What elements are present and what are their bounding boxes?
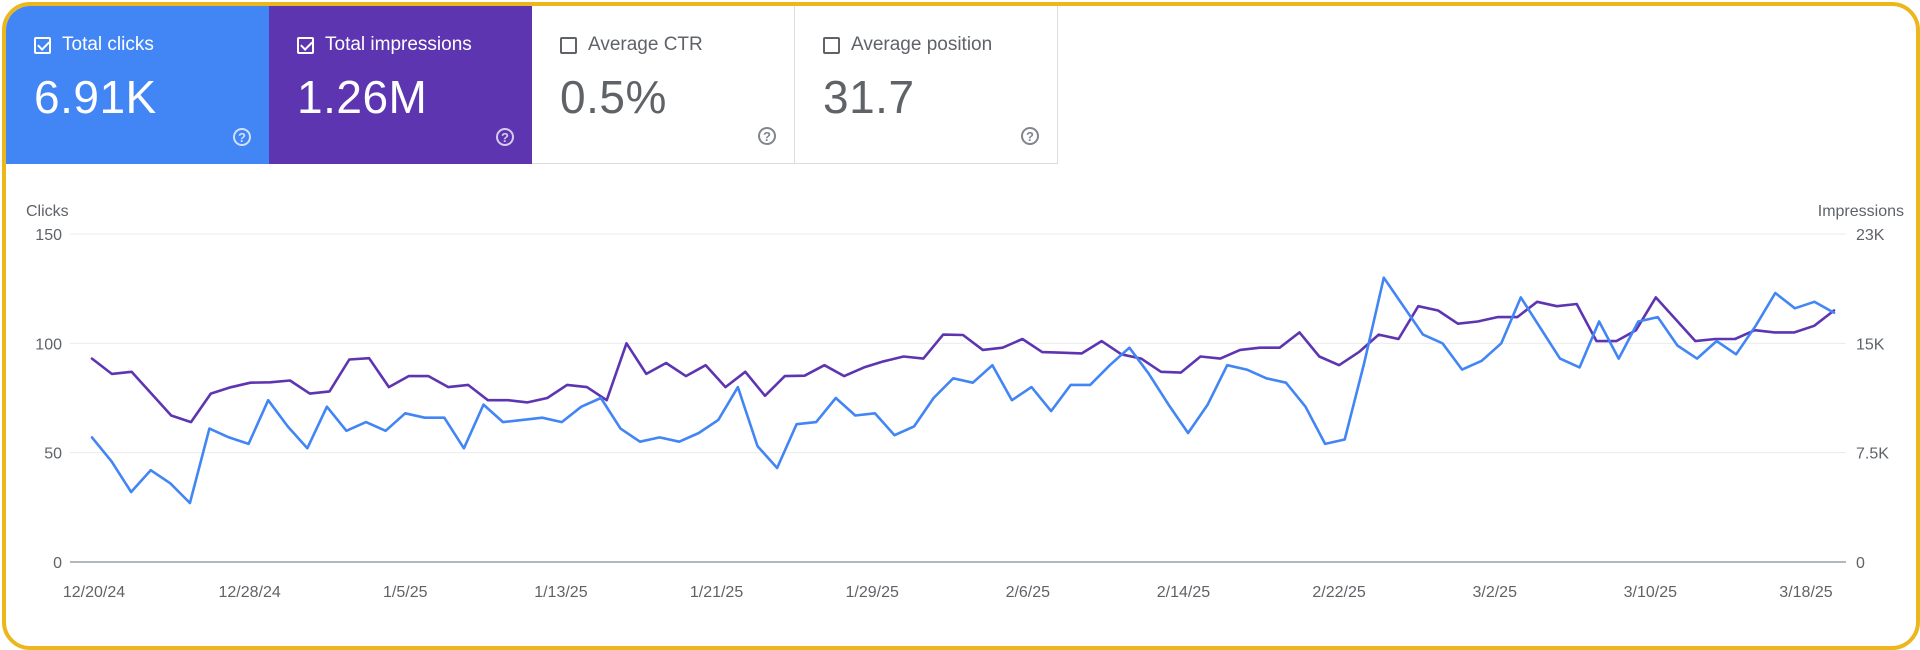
x-axis-tick-label: 3/18/25 xyxy=(1779,584,1832,601)
help-icon[interactable]: ? xyxy=(496,128,514,146)
x-axis-tick-label: 3/10/25 xyxy=(1624,584,1677,601)
help-icon[interactable]: ? xyxy=(1021,127,1039,145)
checkbox-checked-icon[interactable] xyxy=(297,36,314,54)
impressions-series-line xyxy=(90,296,1836,424)
average-ctr-card[interactable]: Average CTR 0.5% ? xyxy=(532,6,795,164)
right-axis-title: Impressions xyxy=(1818,203,1904,220)
card-value: 6.91K xyxy=(34,71,157,123)
x-axis-tick-label: 3/2/25 xyxy=(1472,584,1517,601)
right-axis-tick-label: 15K xyxy=(1856,336,1885,353)
x-axis-tick-label: 1/5/25 xyxy=(383,584,428,601)
right-axis-tick-label: 7.5K xyxy=(1856,446,1889,463)
checkbox-unchecked-icon[interactable] xyxy=(560,36,577,54)
left-axis-tick-label: 50 xyxy=(44,446,62,463)
card-value: 1.26M xyxy=(297,71,428,123)
clicks-series-line xyxy=(90,276,1836,505)
x-axis-tick-label: 12/20/24 xyxy=(63,584,125,601)
card-label: Average position xyxy=(851,34,993,55)
x-axis-tick-label: 1/21/25 xyxy=(690,584,743,601)
x-axis-tick-label: 1/13/25 xyxy=(534,584,587,601)
left-axis-tick-label: 150 xyxy=(35,227,62,244)
left-axis-title: Clicks xyxy=(26,203,69,220)
card-label: Total clicks xyxy=(62,34,154,55)
right-axis-tick-label: 23K xyxy=(1856,227,1885,244)
card-value: 31.7 xyxy=(823,71,915,123)
help-icon[interactable]: ? xyxy=(233,128,251,146)
left-axis-tick-label: 100 xyxy=(35,336,62,353)
card-value: 0.5% xyxy=(560,71,667,123)
x-axis-tick-label: 1/29/25 xyxy=(845,584,898,601)
card-label: Total impressions xyxy=(325,34,472,55)
help-icon[interactable]: ? xyxy=(758,127,776,145)
performance-line-chart: 0 50 100 150 0 7.5K 15K 23K Clicks Impressions 12/… xyxy=(26,203,1904,601)
left-axis-tick-label: 0 xyxy=(53,555,62,572)
right-axis-tick-label: 0 xyxy=(1856,555,1865,572)
metric-cards: Total clicks 6.91K ? Total impressions 1… xyxy=(6,6,1058,164)
checkbox-checked-icon[interactable] xyxy=(34,36,51,54)
x-axis-tick-label: 2/14/25 xyxy=(1157,584,1210,601)
x-axis-tick-label: 2/6/25 xyxy=(1006,584,1051,601)
average-position-card[interactable]: Average position 31.7 ? xyxy=(795,6,1058,164)
checkbox-unchecked-icon[interactable] xyxy=(823,36,840,54)
x-axis-tick-label: 2/22/25 xyxy=(1312,584,1365,601)
card-label: Average CTR xyxy=(588,34,703,55)
total-impressions-card[interactable]: Total impressions 1.26M ? xyxy=(269,6,532,164)
x-axis-tick-label: 12/28/24 xyxy=(218,584,280,601)
total-clicks-card[interactable]: Total clicks 6.91K ? xyxy=(6,6,269,164)
